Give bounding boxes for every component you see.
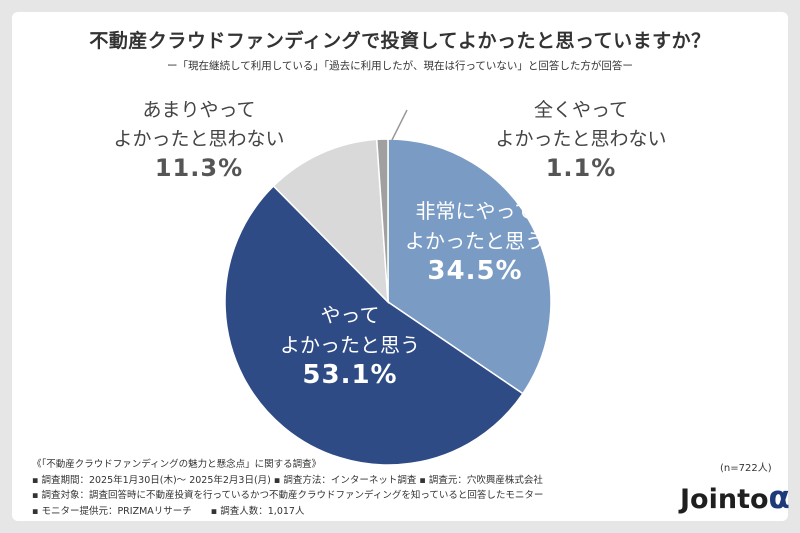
footer-line: ▪ 調査期間：2025年1月30日(木)～ 2025年2月3日(月) ▪ 調査方… [32, 474, 543, 486]
slice-label-line: あまりやって [142, 99, 256, 121]
slice-label-rather-not: あまりやって よかったと思わない 11.3% [104, 96, 294, 183]
slice-value-label: 1.1% [545, 154, 617, 182]
chart-title: 不動産クラウドファンディングで投資してよかったと思っていますか？ [89, 30, 711, 52]
slice-label-very-good: 非常にやって よかったと思う 34.5% [390, 196, 560, 286]
jointo-logo: Jointoα [680, 480, 790, 520]
slice-value-label: 53.1% [302, 360, 398, 390]
chart-subtitle: ー「現在継続して利用している」「過去に利用したが、現在は行っていない」と回答した… [167, 60, 633, 72]
chart-card: 不動産クラウドファンディングで投資してよかったと思っていますか？ ー「現在継続し… [12, 12, 790, 521]
footer-line: ▪ 調査対象：調査回答時に不動産投資を行っているかつ不動産クラウドファンディング… [32, 490, 544, 501]
slice-label-not-at-all: 全くやって よかったと思わない 1.1% [486, 96, 676, 183]
slice-label-line: やって [320, 303, 380, 327]
slice-rather-not [272, 138, 389, 304]
pie-chart [224, 109, 552, 466]
slice-label-line: よかったと思う [280, 333, 420, 357]
alpha-logo-icon: α [768, 480, 790, 516]
footer-line: 《「不動産クラウドファンディングの魅力と懸念点」に関する調査》 [32, 459, 322, 470]
slice-label-line: 非常にやって [415, 199, 535, 223]
slice-label-line: よかったと思わない [113, 128, 285, 150]
sample-size-label: (n=722人) [720, 463, 772, 474]
slice-label-good: やって よかったと思う 53.1% [260, 300, 440, 390]
footer-line: ▪ モニター提供元：PRIZMAリサーチ ▪ 調査人数：1,017人 [32, 505, 305, 517]
slice-label-line: よかったと思わない [495, 128, 667, 150]
leader-line-not-at-all [391, 109, 408, 141]
slice-label-line: 全くやって [533, 99, 629, 121]
slice-very-good [387, 138, 552, 395]
logo-text: Jointo [680, 484, 769, 515]
survey-footer: 《「不動産クラウドファンディングの魅力と懸念点」に関する調査》 ▪ 調査期間：2… [32, 457, 672, 519]
slice-value-label: 11.3% [154, 154, 244, 182]
slice-not-at-all [375, 138, 389, 303]
slice-good [224, 184, 524, 466]
slice-label-line: よかったと思う [405, 229, 545, 253]
slice-value-label: 34.5% [427, 256, 523, 286]
